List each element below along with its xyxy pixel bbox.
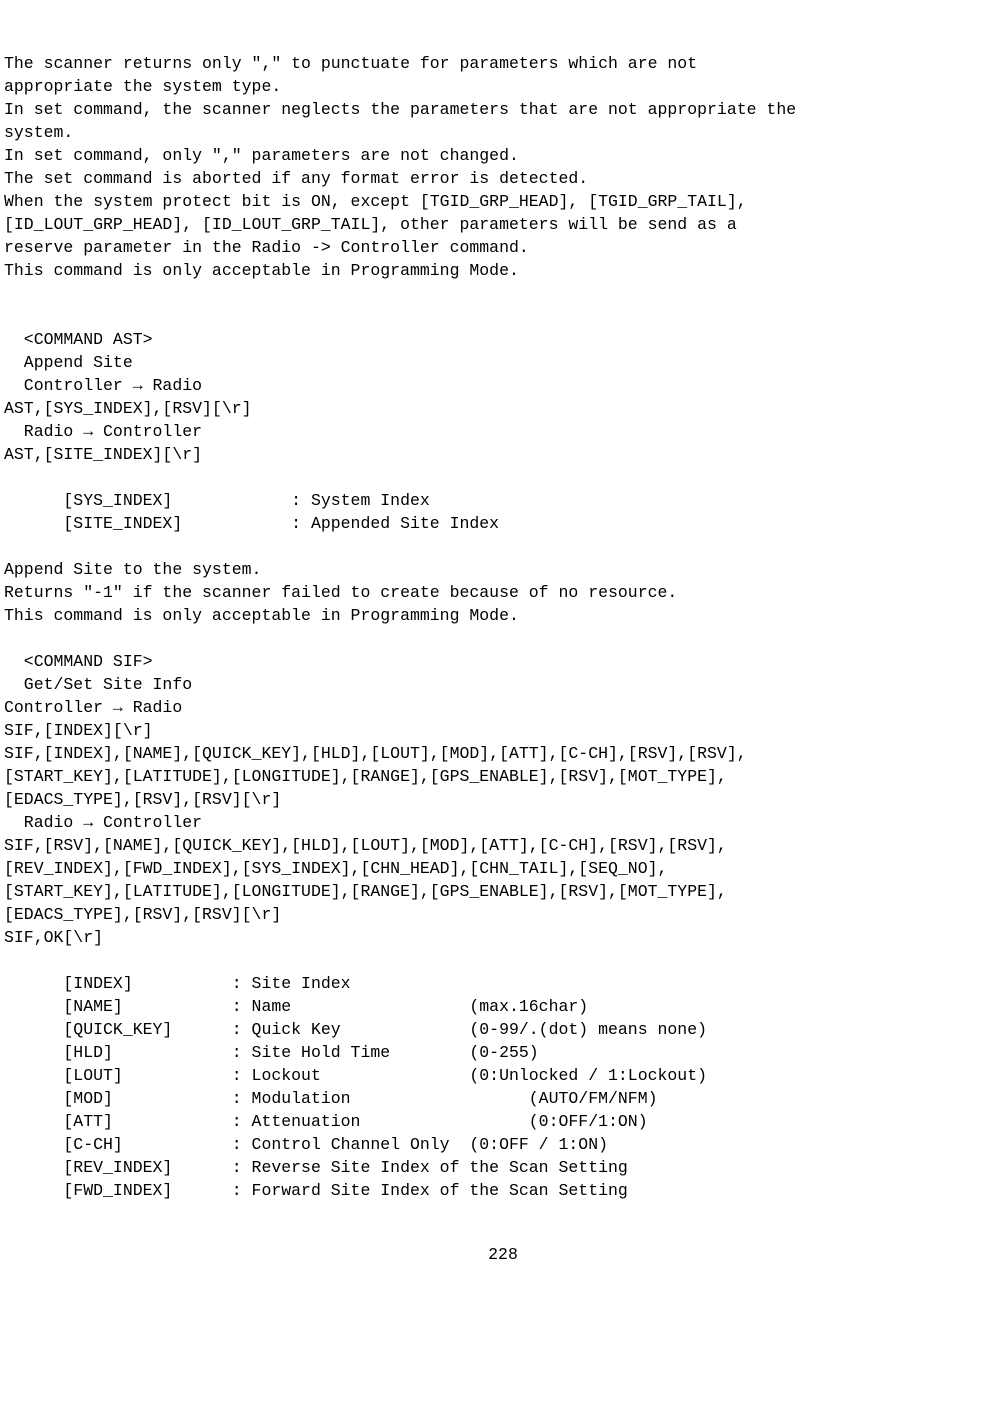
sif-param-line: [QUICK_KEY] : Quick Key (0-99/.(dot) mea… <box>4 1020 707 1039</box>
intro-line: [ID_LOUT_GRP_HEAD], [ID_LOUT_GRP_TAIL], … <box>4 215 737 234</box>
intro-line: system. <box>4 123 73 142</box>
intro-line: The scanner returns only "," to punctuat… <box>4 54 697 73</box>
sif-radio-command: [START_KEY],[LATITUDE],[LONGITUDE],[RANG… <box>4 882 727 901</box>
sif-param-line: [NAME] : Name (max.16char) <box>4 997 588 1016</box>
sif-param-line: [REV_INDEX] : Reverse Site Index of the … <box>4 1158 628 1177</box>
ast-radio-command: AST,[SITE_INDEX][\r] <box>4 445 202 464</box>
intro-line: The set command is aborted if any format… <box>4 169 588 188</box>
sif-radio-command: SIF,[RSV],[NAME],[QUICK_KEY],[HLD],[LOUT… <box>4 836 727 855</box>
sif-controller-command: [START_KEY],[LATITUDE],[LONGITUDE],[RANG… <box>4 767 727 786</box>
ast-desc-line: This command is only acceptable in Progr… <box>4 606 519 625</box>
ast-controller-label: Controller → Radio <box>4 376 202 395</box>
sif-controller-command: SIF,[INDEX],[NAME],[QUICK_KEY],[HLD],[LO… <box>4 744 747 763</box>
sif-radio-command: [REV_INDEX],[FWD_INDEX],[SYS_INDEX],[CHN… <box>4 859 667 878</box>
intro-paragraph: The scanner returns only "," to punctuat… <box>4 52 998 1202</box>
sif-controller-command: [EDACS_TYPE],[RSV],[RSV][\r] <box>4 790 281 809</box>
sif-controller-label: Controller → Radio <box>4 698 182 717</box>
command-sif-header: <COMMAND SIF> <box>4 652 153 671</box>
intro-line: When the system protect bit is ON, excep… <box>4 192 747 211</box>
sif-param-line: [MOD] : Modulation (AUTO/FM/NFM) <box>4 1089 658 1108</box>
intro-line: This command is only acceptable in Progr… <box>4 261 519 280</box>
sif-param-line: [LOUT] : Lockout (0:Unlocked / 1:Lockout… <box>4 1066 707 1085</box>
sif-radio-command: SIF,OK[\r] <box>4 928 103 947</box>
ast-radio-label: Radio → Controller <box>4 422 202 441</box>
ast-desc-line: Append Site to the system. <box>4 560 261 579</box>
page-number: 228 <box>4 1243 998 1266</box>
command-ast-title: Append Site <box>4 353 133 372</box>
sif-param-line: [ATT] : Attenuation (0:OFF/1:ON) <box>4 1112 648 1131</box>
command-ast-header: <COMMAND AST> <box>4 330 153 349</box>
sif-controller-command: SIF,[INDEX][\r] <box>4 721 153 740</box>
ast-param-line: [SITE_INDEX] : Appended Site Index <box>4 514 499 533</box>
ast-controller-command: AST,[SYS_INDEX],[RSV][\r] <box>4 399 252 418</box>
sif-param-line: [HLD] : Site Hold Time (0-255) <box>4 1043 539 1062</box>
intro-line: In set command, only "," parameters are … <box>4 146 519 165</box>
intro-line: appropriate the system type. <box>4 77 281 96</box>
ast-desc-line: Returns "-1" if the scanner failed to cr… <box>4 583 677 602</box>
sif-param-line: [C-CH] : Control Channel Only (0:OFF / 1… <box>4 1135 608 1154</box>
intro-line: In set command, the scanner neglects the… <box>4 100 796 119</box>
sif-param-line: [FWD_INDEX] : Forward Site Index of the … <box>4 1181 628 1200</box>
command-sif-title: Get/Set Site Info <box>4 675 192 694</box>
intro-line: reserve parameter in the Radio -> Contro… <box>4 238 529 257</box>
ast-param-line: [SYS_INDEX] : System Index <box>4 491 430 510</box>
sif-radio-command: [EDACS_TYPE],[RSV],[RSV][\r] <box>4 905 281 924</box>
sif-radio-label: Radio → Controller <box>4 813 202 832</box>
sif-param-line: [INDEX] : Site Index <box>4 974 351 993</box>
